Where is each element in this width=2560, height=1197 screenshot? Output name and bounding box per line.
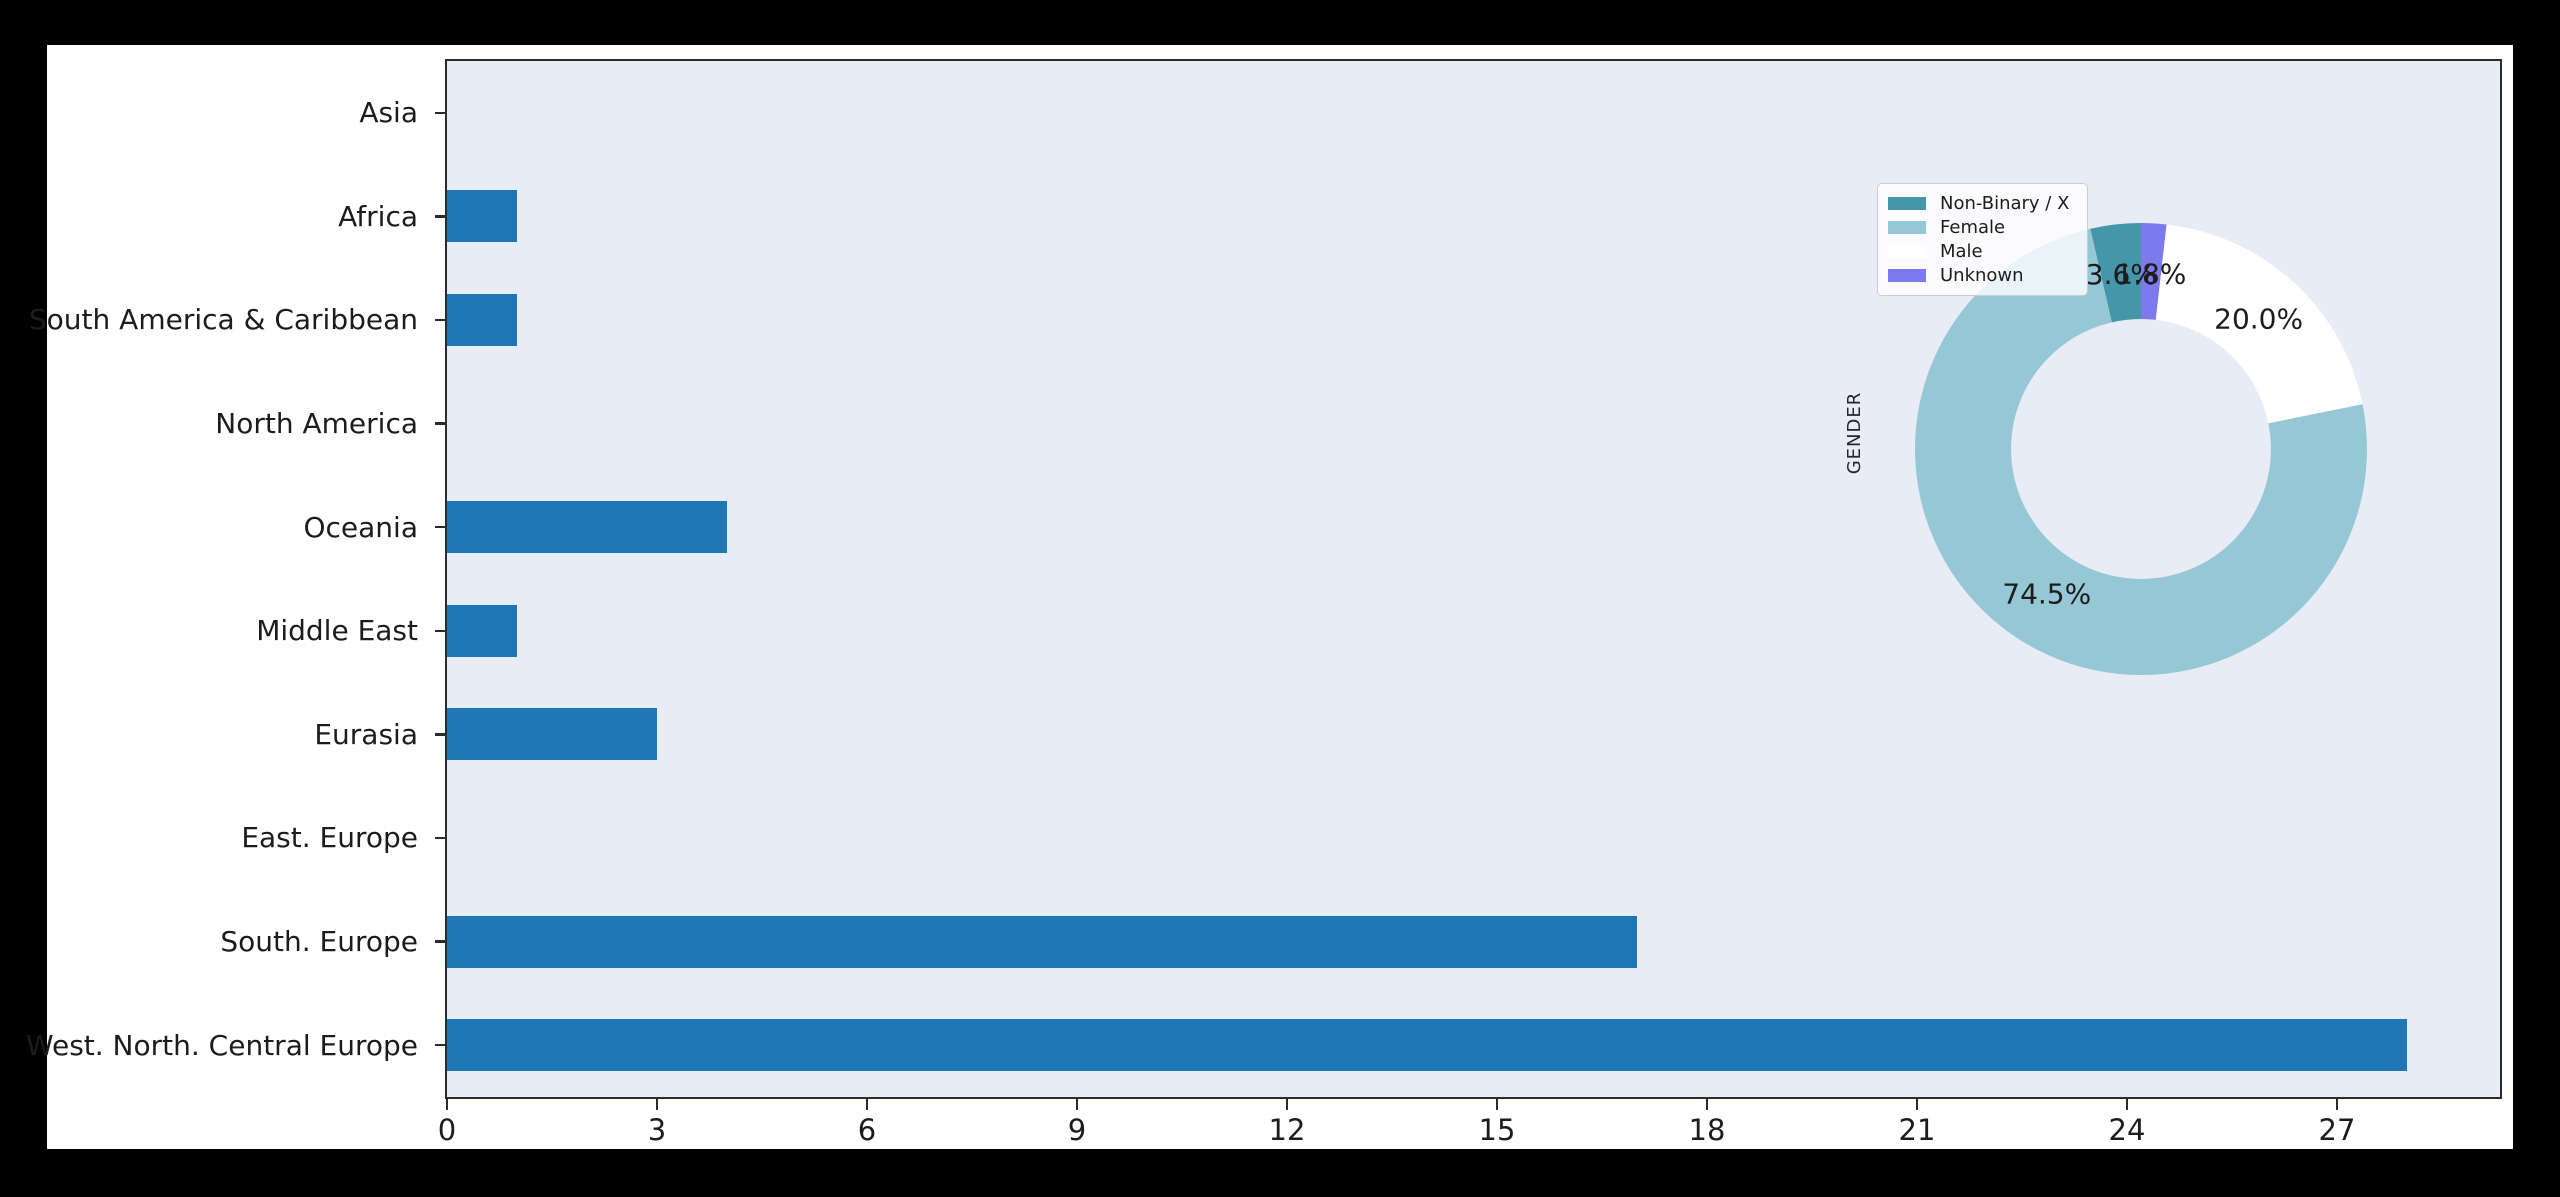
pie-percent-label: 74.5% [2002, 577, 2091, 610]
legend-label: Female [1940, 216, 2006, 238]
y-tick-mark [435, 836, 445, 840]
bar [447, 604, 517, 657]
y-tick-mark [435, 422, 445, 425]
legend-row: Female [1888, 215, 2077, 239]
gender-axis-label: GENDER [1844, 391, 1865, 475]
y-axis-label: North America [215, 407, 418, 441]
y-axis-label: South. Europe [220, 925, 418, 959]
pie-percent-label: 1.8% [2115, 257, 2186, 290]
x-tick-label: 0 [437, 1113, 457, 1147]
y-tick-mark [435, 525, 445, 529]
legend: Non-Binary / X Female Male Unknown [1877, 183, 2088, 296]
y-axis-label: West. North. Central Europe [25, 1028, 418, 1062]
x-tick-mark [1705, 1099, 1709, 1110]
x-tick-label: 3 [647, 1113, 667, 1147]
x-axis: 0 3 6 9 12 15 18 21 24 27 [438, 1099, 2500, 1149]
y-tick-mark [435, 733, 445, 736]
y-axis-label: Middle East [256, 614, 418, 648]
y-axis-label: Africa [338, 199, 418, 233]
pie-slice [2141, 223, 2167, 320]
legend-row: Non-Binary / X [1888, 191, 2077, 215]
gender-donut-chart: 3.6% 74.5% 20.0% 1.8% [1915, 223, 2367, 675]
y-tick-mark [435, 215, 445, 218]
y-tick-mark [435, 318, 445, 322]
pie-percent-label: 20.0% [2214, 303, 2303, 336]
x-tick-mark [2125, 1099, 2129, 1110]
pie-percent-label: 3.6% [2086, 258, 2157, 291]
y-tick-mark [435, 629, 445, 633]
x-tick-mark [1285, 1099, 1289, 1110]
legend-swatch [1888, 245, 1926, 259]
pie-slice [2090, 223, 2141, 323]
x-tick-mark [655, 1099, 659, 1110]
y-tick-mark [435, 940, 445, 943]
legend-row: Male [1888, 240, 2077, 264]
y-axis-labels: Asia Africa South America & Caribbean North… [25, 61, 431, 1097]
legend-label: Male [1940, 241, 1983, 263]
x-tick-mark [2335, 1099, 2339, 1110]
bar [447, 708, 657, 761]
x-tick-mark [865, 1099, 869, 1110]
legend-swatch [1888, 269, 1926, 283]
bar [447, 1019, 2407, 1072]
y-axis-ticks [435, 61, 445, 1097]
y-axis-label: East. Europe [241, 821, 418, 855]
y-axis-label: South America & Caribbean [28, 303, 418, 337]
x-tick-label: 18 [1688, 1113, 1726, 1147]
x-tick-label: 21 [1898, 1113, 1936, 1147]
x-tick-label: 15 [1478, 1113, 1516, 1147]
x-tick-mark [1075, 1099, 1079, 1110]
y-tick-mark [435, 111, 445, 115]
x-tick-label: 12 [1268, 1113, 1306, 1147]
y-axis-label: Oceania [303, 510, 418, 544]
x-tick-mark [445, 1099, 449, 1110]
pie-slice [1915, 228, 2367, 675]
bar [447, 294, 517, 346]
legend-swatch [1888, 220, 1926, 234]
bar [447, 190, 517, 243]
x-tick-label: 27 [2318, 1113, 2356, 1147]
y-axis-label: Asia [359, 96, 418, 130]
bar [447, 915, 1637, 968]
legend-label: Unknown [1940, 265, 2024, 287]
pie-slice [2155, 224, 2363, 424]
legend-row: Unknown [1888, 264, 2077, 288]
x-tick-mark [1915, 1099, 1919, 1110]
legend-swatch [1888, 196, 1926, 210]
x-tick-label: 9 [1067, 1113, 1087, 1147]
x-tick-label: 24 [2108, 1113, 2146, 1147]
x-tick-label: 6 [857, 1113, 877, 1147]
x-tick-mark [1495, 1099, 1499, 1110]
y-axis-label: Eurasia [314, 717, 418, 751]
bar [447, 501, 727, 554]
y-tick-mark [435, 1043, 445, 1047]
legend-label: Non-Binary / X [1940, 192, 2070, 214]
figure: Asia Africa South America & Caribbean North… [25, 45, 2513, 1149]
